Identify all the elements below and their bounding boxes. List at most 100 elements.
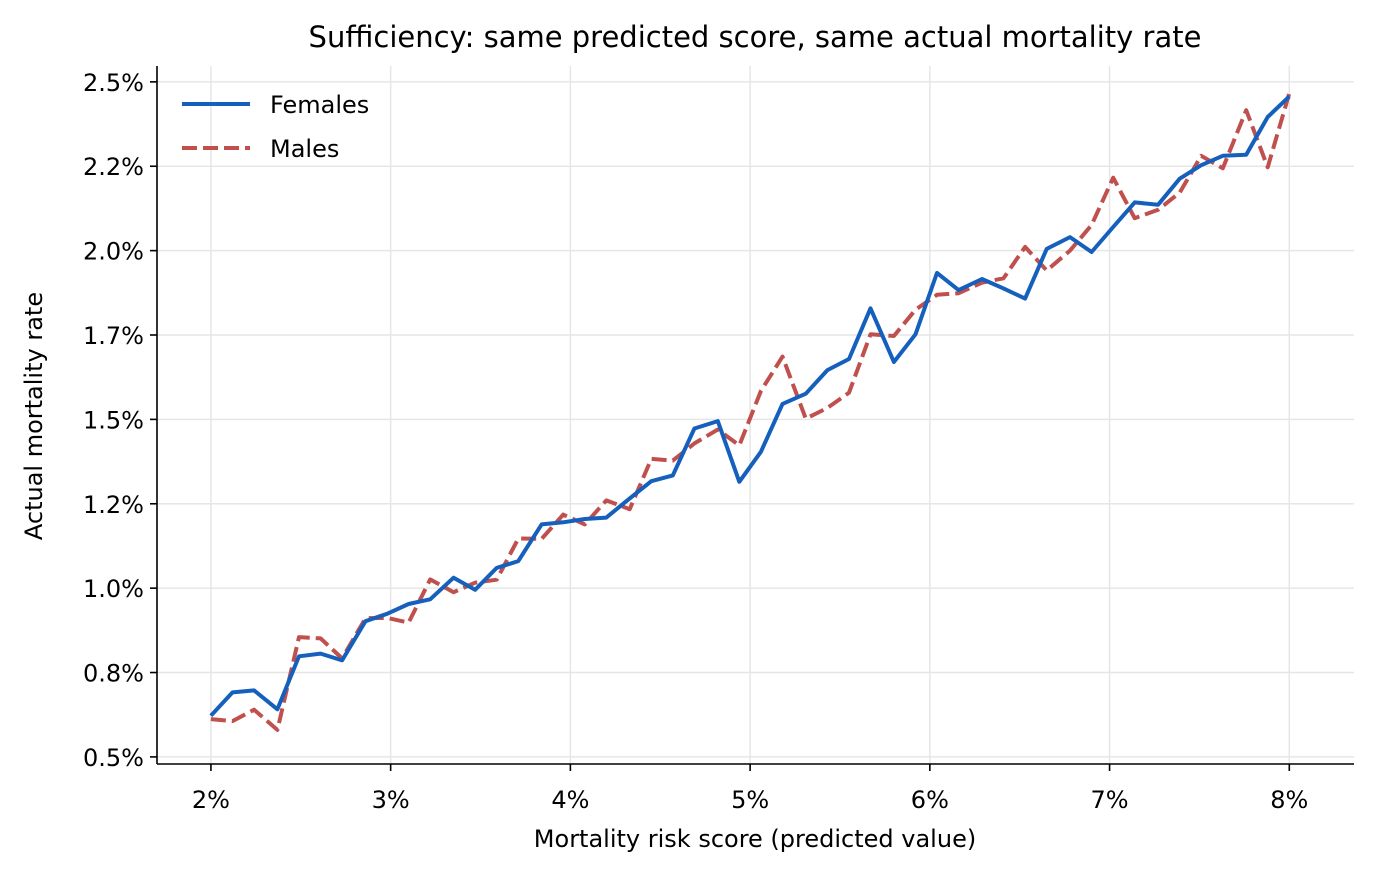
data-point xyxy=(980,277,984,281)
data-point xyxy=(1266,115,1270,119)
data-point xyxy=(1199,154,1203,158)
data-point xyxy=(957,288,961,292)
data-point xyxy=(561,513,565,517)
data-point xyxy=(1023,245,1027,249)
data-point xyxy=(495,578,499,582)
data-point xyxy=(1133,216,1137,220)
data-point xyxy=(649,479,653,483)
data-point xyxy=(540,537,544,541)
data-point xyxy=(892,334,896,338)
data-point xyxy=(363,619,367,623)
data-point xyxy=(385,612,389,616)
data-point xyxy=(1178,191,1182,195)
y-tick-label: 2.2% xyxy=(83,153,144,181)
data-point xyxy=(385,616,389,620)
data-point xyxy=(847,391,851,395)
data-point xyxy=(495,566,499,570)
data-point xyxy=(692,441,696,445)
data-point xyxy=(1068,249,1072,253)
y-tick-label: 2.0% xyxy=(83,238,144,266)
x-tick-label: 8% xyxy=(1270,786,1308,814)
data-point xyxy=(561,520,565,524)
data-point xyxy=(1156,208,1160,212)
data-point xyxy=(452,576,456,580)
data-point xyxy=(671,473,675,477)
y-tick-label: 1.2% xyxy=(83,491,144,519)
data-point xyxy=(1090,250,1094,254)
data-point xyxy=(759,450,763,454)
data-point xyxy=(1156,203,1160,207)
y-axis-label: Actual mortality rate xyxy=(20,292,48,540)
data-point xyxy=(759,389,763,393)
ticks: 2% 3% 4% 5% 6% 7% 8% 0.5% 0.8% 1.0% 1.2% 1.5% 1.7% 2.… xyxy=(83,69,1308,814)
data-point xyxy=(1090,223,1094,227)
data-point xyxy=(297,635,301,639)
series-line-males xyxy=(210,92,1292,732)
y-tick-label: 1.7% xyxy=(83,322,144,350)
x-tick-label: 5% xyxy=(731,786,769,814)
data-point xyxy=(935,293,939,297)
data-point xyxy=(780,355,784,359)
data-point xyxy=(1133,200,1137,204)
data-point xyxy=(540,522,544,526)
data-point xyxy=(869,332,873,336)
data-point xyxy=(1045,269,1049,273)
data-point xyxy=(297,654,301,658)
legend-label-males: Males xyxy=(270,135,339,163)
data-point xyxy=(428,577,432,581)
data-point xyxy=(583,517,587,521)
y-tick-label: 0.5% xyxy=(83,744,144,772)
data-point xyxy=(230,719,234,723)
legend-label-females: Females xyxy=(270,91,369,119)
data-point xyxy=(1244,153,1248,157)
x-tick-label: 4% xyxy=(551,786,589,814)
axes xyxy=(156,66,1354,765)
data-point xyxy=(230,690,234,694)
data-point xyxy=(825,368,829,372)
data-point xyxy=(804,392,808,396)
data-point xyxy=(319,636,323,640)
data-point xyxy=(869,306,873,310)
data-point xyxy=(604,516,608,520)
data-point xyxy=(516,559,520,563)
data-point xyxy=(1199,163,1203,167)
data-point xyxy=(275,707,279,711)
chart-title: Sufficiency: same predicted score, same … xyxy=(309,20,1202,54)
data-point xyxy=(913,332,917,336)
series-line-females xyxy=(209,94,1291,718)
data-point xyxy=(340,658,344,662)
data-point xyxy=(628,496,632,500)
data-point xyxy=(737,443,741,447)
y-tick-label: 1.5% xyxy=(83,406,144,434)
data-point xyxy=(892,360,896,364)
data-point xyxy=(275,728,279,732)
data-point xyxy=(716,419,720,423)
data-point xyxy=(649,457,653,461)
data-point xyxy=(1221,166,1225,170)
data-point xyxy=(1111,176,1115,180)
data-point xyxy=(252,708,256,712)
y-tick-label: 1.0% xyxy=(83,575,144,603)
data-point xyxy=(452,590,456,594)
data-point xyxy=(1178,177,1182,181)
data-point xyxy=(628,507,632,511)
data-point xyxy=(737,480,741,484)
data-point xyxy=(780,402,784,406)
x-tick-label: 6% xyxy=(911,786,949,814)
data-point xyxy=(407,621,411,625)
data-point xyxy=(407,602,411,606)
data-point xyxy=(583,522,587,526)
data-point xyxy=(1287,94,1291,98)
data-point xyxy=(1002,276,1006,280)
data-point xyxy=(847,357,851,361)
data-point xyxy=(209,714,213,718)
x-tick-label: 2% xyxy=(192,786,230,814)
data-point xyxy=(1111,225,1115,229)
data-point xyxy=(1023,297,1027,301)
data-point xyxy=(1002,286,1006,290)
data-point xyxy=(913,308,917,312)
x-tick-label: 7% xyxy=(1091,786,1129,814)
data-point xyxy=(473,588,477,592)
data-point xyxy=(935,271,939,275)
